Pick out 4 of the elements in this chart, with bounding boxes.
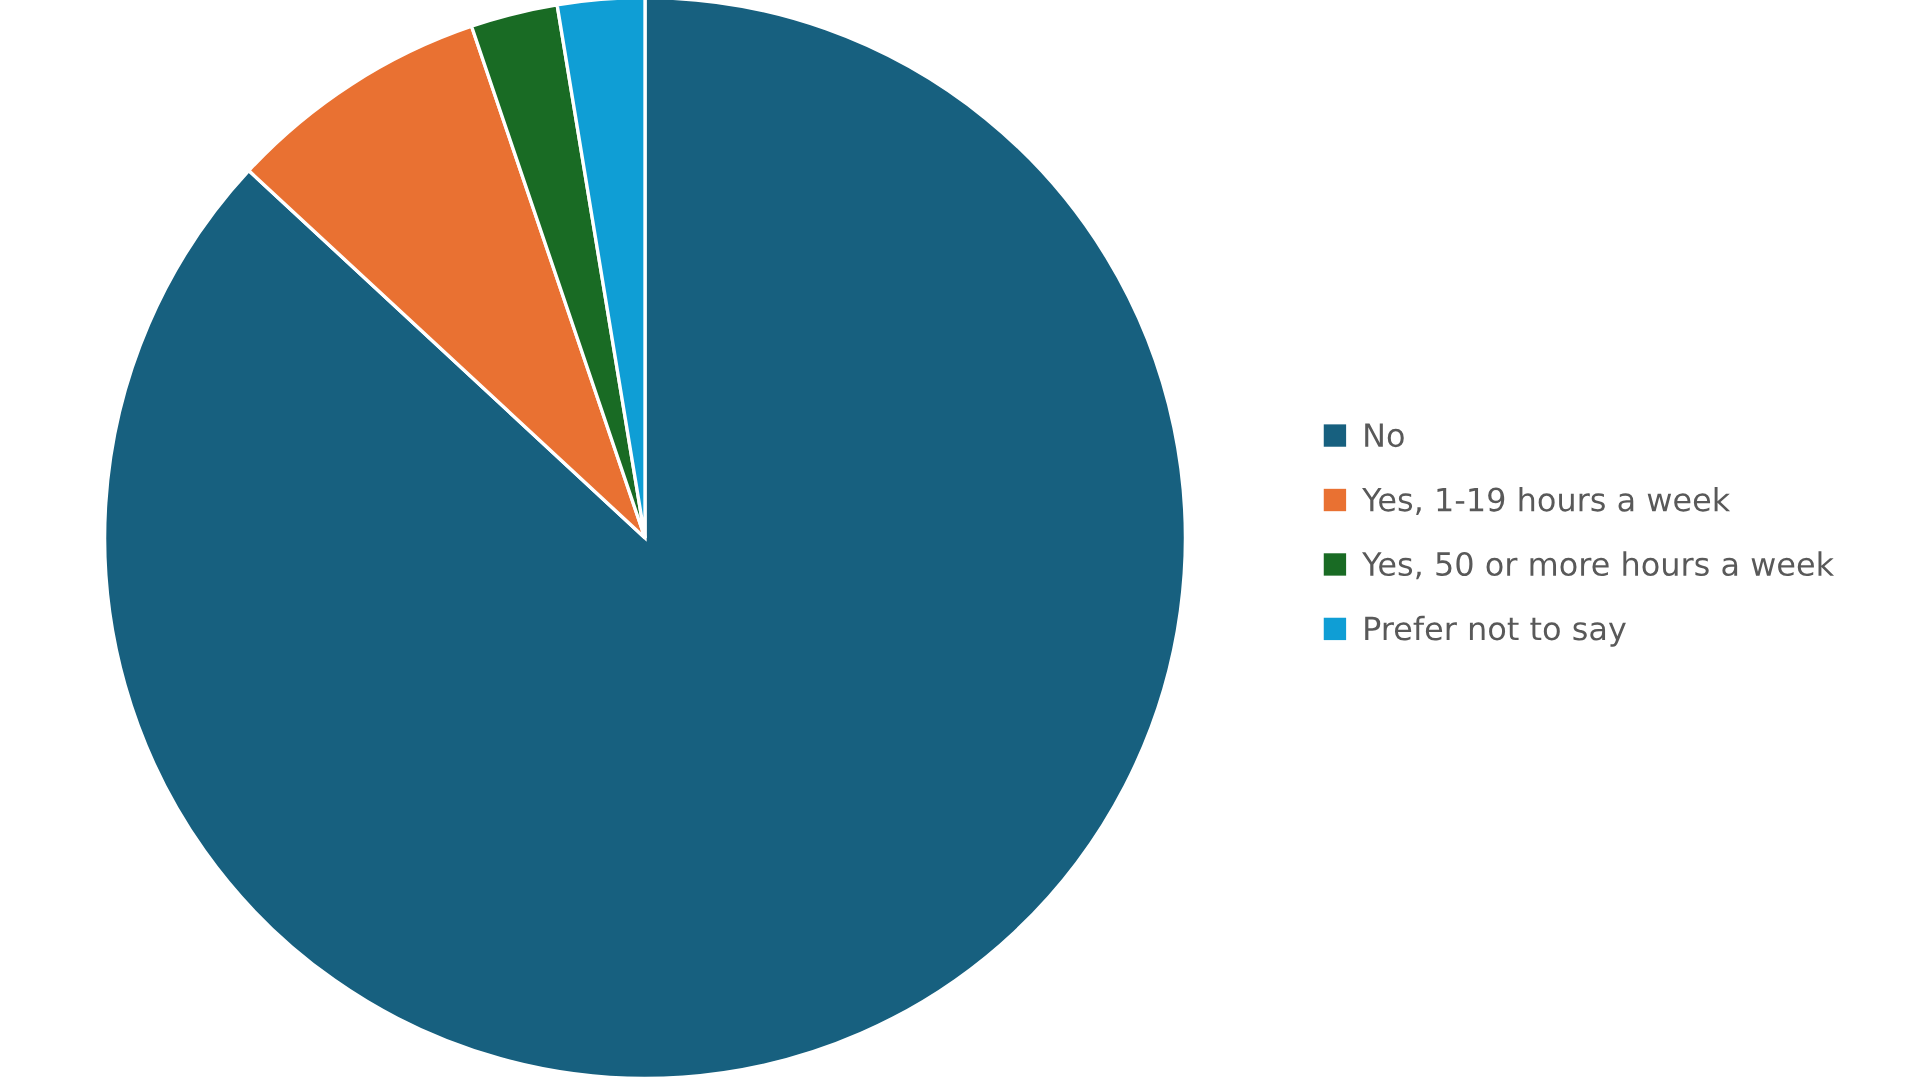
legend-label: Prefer not to say <box>1365 615 1626 647</box>
legend-label: No <box>1365 423 1404 448</box>
legend-label: Yes, 1-19 hours a week <box>1362 486 1731 515</box>
legend-label: Yes, 50 or more hours a week <box>1362 551 1835 580</box>
